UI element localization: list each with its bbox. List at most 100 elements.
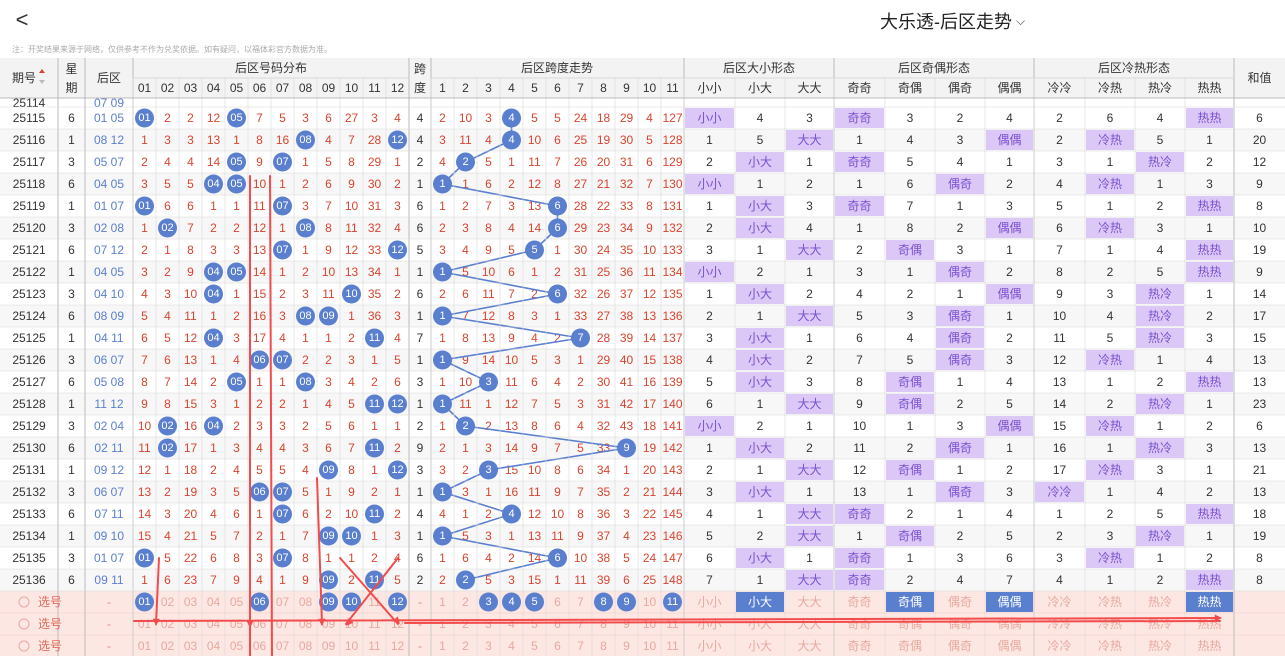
odd-count: 1: [1006, 309, 1013, 323]
span-miss: 132: [662, 221, 682, 235]
miss-count: 9: [256, 155, 263, 169]
heat-count: 1: [1206, 287, 1213, 301]
heat-count: 1: [1107, 243, 1114, 257]
sort-asc-icon[interactable]: [39, 69, 45, 73]
selected-ball[interactable]: [479, 592, 498, 612]
span-miss: 12: [482, 309, 496, 323]
selected-form[interactable]: [986, 592, 1033, 612]
span-miss: 7: [577, 485, 584, 499]
heat-count: 3: [1206, 177, 1213, 191]
dist-num-header: 06: [253, 81, 267, 95]
selected-ball[interactable]: [250, 592, 269, 612]
drawn-ball-label: 05: [230, 178, 242, 190]
back-numbers: 04 05: [94, 265, 124, 279]
heat-count: 2: [1206, 485, 1213, 499]
span-miss: 6: [531, 375, 538, 389]
size-count: 2: [706, 155, 713, 169]
week-cell: 3: [68, 485, 75, 499]
miss-count: 30: [368, 177, 382, 191]
sort-desc-icon[interactable]: [39, 80, 45, 84]
span-miss: 1: [462, 507, 469, 521]
heat-form-cell-bg: [1136, 438, 1184, 458]
size-form-header: 小小: [697, 81, 721, 95]
miss-count: 4: [256, 573, 263, 587]
odd-form-cell: 偶奇: [948, 177, 972, 191]
selected-ball[interactable]: [342, 592, 361, 612]
selected-ball[interactable]: [594, 592, 613, 612]
miss-count: 6: [325, 177, 332, 191]
miss-count: 2: [302, 265, 309, 279]
miss-count: 14: [207, 155, 221, 169]
selected-ball[interactable]: [525, 592, 544, 612]
drawn-ball: [250, 350, 269, 370]
miss-count: 6: [325, 111, 332, 125]
select-radio[interactable]: [18, 596, 30, 608]
select-radio[interactable]: [18, 640, 30, 652]
span-miss: 13: [505, 419, 519, 433]
span-miss: 5: [485, 155, 492, 169]
dist-num-header: 05: [230, 81, 244, 95]
sum-cell: 19: [1253, 243, 1267, 257]
odd-count: 4: [907, 331, 914, 345]
heat-count: 1: [1107, 573, 1114, 587]
miss-count: 33: [368, 243, 382, 257]
span-miss: 30: [620, 133, 634, 147]
miss-count: 6: [164, 199, 171, 213]
miss-count: 1: [325, 331, 332, 345]
title-dropdown[interactable]: 大乐透-后区走势 ⌵: [880, 8, 1025, 34]
miss-count: 3: [233, 331, 240, 345]
miss-count: 1: [279, 573, 286, 587]
select-num: 02: [161, 595, 175, 609]
selected-form[interactable]: [1186, 592, 1233, 612]
miss-count: 13: [345, 265, 359, 279]
odd-group-header: 后区奇偶形态: [898, 61, 970, 75]
span-miss: 5: [646, 133, 653, 147]
span-miss: 1: [531, 265, 538, 279]
span-miss: 14: [482, 353, 496, 367]
issue-cell: 25131: [12, 463, 46, 477]
selected-form[interactable]: [886, 592, 934, 612]
selected-ball[interactable]: [502, 592, 521, 612]
heat-form-cell-bg: [1086, 174, 1134, 194]
selected-form-label: 奇偶: [898, 595, 922, 609]
size-form-cell: 小小: [697, 419, 721, 433]
span-miss: 2: [554, 331, 561, 345]
select-num: 07: [276, 595, 290, 609]
span-num-header: 7: [577, 81, 584, 95]
span-miss: 3: [623, 507, 630, 521]
heat-form-cell-bg: [1186, 504, 1233, 524]
odd-count: 2: [907, 287, 914, 301]
miss-count: 18: [184, 463, 198, 477]
span-miss: 2: [485, 507, 492, 521]
select-radio[interactable]: [18, 618, 30, 630]
selected-ball[interactable]: [617, 592, 636, 612]
miss-count: 5: [233, 485, 240, 499]
miss-count: 3: [302, 441, 309, 455]
select-num: 2: [462, 595, 469, 609]
select-num: 03: [184, 617, 198, 631]
odd-count: 5: [856, 309, 863, 323]
drawn-ball-label: 07: [276, 486, 288, 498]
selected-ball[interactable]: [319, 592, 338, 612]
span-value: 3: [417, 375, 424, 389]
span-miss: 12: [528, 177, 542, 191]
selected-form[interactable]: [736, 592, 784, 612]
odd-count: 3: [1006, 353, 1013, 367]
size-count: 2: [706, 463, 713, 477]
miss-count: 2: [279, 287, 286, 301]
selected-ball[interactable]: [135, 592, 154, 612]
span-ball-label: 6: [554, 222, 560, 234]
span-ball: [548, 548, 567, 568]
span-miss: 10: [528, 133, 542, 147]
miss-count: 3: [279, 419, 286, 433]
size-count: 1: [757, 507, 764, 521]
back-chevron-icon[interactable]: <: [15, 7, 29, 32]
odd-count: 3: [1006, 199, 1013, 213]
heat-form-cell-bg: [1136, 306, 1184, 326]
span-ball: [433, 262, 452, 282]
selected-ball[interactable]: [388, 592, 407, 612]
span-miss: 13: [482, 331, 496, 345]
selected-ball[interactable]: [663, 592, 682, 612]
size-count: 1: [706, 199, 713, 213]
heat-count: 11: [1053, 331, 1066, 345]
